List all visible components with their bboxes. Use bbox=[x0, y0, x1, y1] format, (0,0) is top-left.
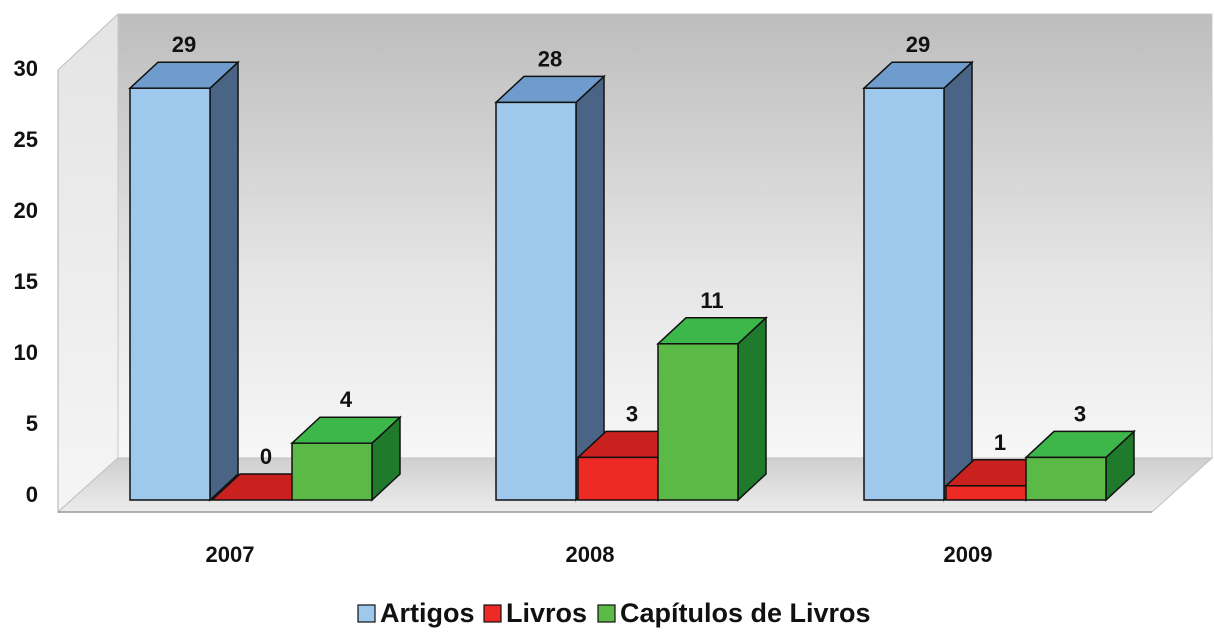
y-axis-ticks: 0 5 10 15 20 25 30 bbox=[14, 56, 38, 507]
value-label-2008-1: 3 bbox=[626, 401, 638, 426]
bar-2009-cap-tulos-de-livros bbox=[1024, 429, 1136, 502]
legend-item-livros: Livros bbox=[483, 598, 587, 628]
x-tick-label-2008: 2008 bbox=[566, 542, 615, 567]
bar-2007-cap-tulos-de-livros bbox=[290, 415, 402, 502]
bar-2009-artigos bbox=[862, 60, 974, 502]
value-label-2009-0: 29 bbox=[906, 32, 930, 57]
legend: Artigos Livros Capítulos de Livros bbox=[357, 598, 871, 628]
value-label-2008-2: 11 bbox=[700, 288, 723, 313]
value-label-2009-2: 3 bbox=[1074, 401, 1086, 426]
bar-front bbox=[1025, 456, 1107, 501]
x-tick-label-2007: 2007 bbox=[206, 542, 255, 567]
value-label-2007-2: 4 bbox=[340, 387, 353, 412]
bar-2007-artigos bbox=[128, 60, 240, 502]
legend-item-artigos: Artigos bbox=[357, 598, 475, 628]
y-tick-label-25: 25 bbox=[14, 127, 38, 152]
bar-front bbox=[657, 343, 739, 501]
legend-item-cap-tulos-de-livros: Capítulos de Livros bbox=[597, 598, 871, 628]
bar-2008-artigos bbox=[494, 74, 606, 502]
x-tick-label-2009: 2009 bbox=[944, 542, 993, 567]
legend-swatch bbox=[597, 604, 616, 623]
value-label-2008-0: 28 bbox=[538, 46, 562, 71]
data-labels: 29 0 4 28 3 11 29 1 3 bbox=[172, 32, 1086, 469]
legend-label: Capítulos de Livros bbox=[620, 598, 871, 628]
legend-swatch bbox=[483, 604, 502, 623]
bar-front bbox=[863, 87, 945, 501]
bar-front bbox=[129, 87, 211, 501]
y-tick-label-15: 15 bbox=[14, 269, 38, 294]
legend-label: Livros bbox=[506, 598, 587, 628]
side-wall bbox=[57, 12, 119, 514]
y-tick-label-10: 10 bbox=[14, 340, 38, 365]
x-axis-labels: 2007 2008 2009 bbox=[206, 542, 993, 567]
bar-side bbox=[943, 60, 973, 502]
legend-label: Artigos bbox=[380, 598, 475, 628]
y-tick-label-20: 20 bbox=[14, 198, 38, 223]
bar-2008-cap-tulos-de-livros bbox=[656, 316, 768, 502]
bar-side bbox=[737, 316, 767, 502]
value-label-2007-0: 29 bbox=[172, 32, 196, 57]
legend-swatch bbox=[357, 604, 376, 623]
bar-front bbox=[495, 101, 577, 501]
bar-front bbox=[945, 485, 1027, 501]
value-label-2007-1: 0 bbox=[260, 444, 272, 469]
bars bbox=[128, 60, 1136, 502]
y-tick-label-0: 0 bbox=[26, 482, 38, 507]
y-tick-label-30: 30 bbox=[14, 56, 38, 81]
bar-front bbox=[577, 456, 659, 501]
value-label-2009-1: 1 bbox=[994, 430, 1006, 455]
bar-front bbox=[291, 442, 373, 501]
bar-side bbox=[209, 60, 239, 502]
y-tick-label-5: 5 bbox=[26, 411, 38, 436]
